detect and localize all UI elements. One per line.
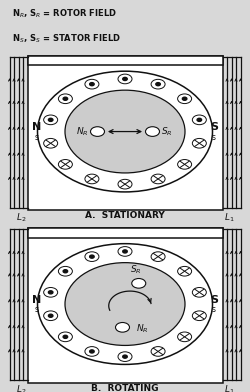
Circle shape bbox=[90, 83, 94, 86]
Circle shape bbox=[118, 247, 132, 256]
Text: $N_R$: $N_R$ bbox=[76, 125, 89, 138]
Circle shape bbox=[182, 97, 187, 100]
Circle shape bbox=[44, 138, 58, 148]
Circle shape bbox=[58, 332, 72, 342]
Circle shape bbox=[156, 83, 160, 86]
Text: N$_R$, S$_R$ = ROTOR FIELD: N$_R$, S$_R$ = ROTOR FIELD bbox=[12, 7, 118, 20]
Circle shape bbox=[44, 115, 58, 125]
Circle shape bbox=[151, 79, 165, 89]
Circle shape bbox=[118, 352, 132, 361]
Circle shape bbox=[116, 323, 130, 332]
Text: N: N bbox=[32, 295, 41, 305]
Circle shape bbox=[197, 118, 202, 122]
Circle shape bbox=[85, 174, 99, 184]
Circle shape bbox=[38, 244, 212, 365]
Text: S: S bbox=[210, 122, 218, 132]
Circle shape bbox=[90, 350, 94, 353]
Circle shape bbox=[178, 160, 192, 169]
Text: s: s bbox=[212, 132, 216, 142]
Circle shape bbox=[151, 347, 165, 356]
Circle shape bbox=[63, 335, 68, 338]
Text: s: s bbox=[34, 132, 38, 142]
Circle shape bbox=[85, 79, 99, 89]
Circle shape bbox=[192, 138, 206, 148]
Circle shape bbox=[58, 160, 72, 169]
Circle shape bbox=[48, 291, 53, 294]
Circle shape bbox=[178, 332, 192, 342]
Text: $L_1$: $L_1$ bbox=[224, 384, 234, 392]
Circle shape bbox=[58, 94, 72, 103]
Circle shape bbox=[90, 127, 104, 136]
Text: B.  ROTATING: B. ROTATING bbox=[91, 384, 159, 392]
Circle shape bbox=[192, 311, 206, 321]
Circle shape bbox=[192, 115, 206, 125]
Circle shape bbox=[63, 97, 68, 100]
Circle shape bbox=[151, 252, 165, 261]
Text: $S_R$: $S_R$ bbox=[130, 263, 142, 276]
Text: $L_1$: $L_1$ bbox=[224, 211, 234, 224]
Text: s: s bbox=[34, 305, 38, 314]
Text: $S_R$: $S_R$ bbox=[161, 125, 173, 138]
Circle shape bbox=[178, 267, 192, 276]
Text: S: S bbox=[210, 295, 218, 305]
Text: A.  STATIONARY: A. STATIONARY bbox=[85, 211, 165, 220]
Text: N: N bbox=[32, 122, 41, 132]
Bar bbox=[28, 56, 222, 210]
Circle shape bbox=[123, 355, 127, 358]
Circle shape bbox=[44, 287, 58, 297]
Circle shape bbox=[123, 250, 127, 253]
Circle shape bbox=[178, 94, 192, 103]
Text: $L_2$: $L_2$ bbox=[16, 384, 26, 392]
Circle shape bbox=[90, 255, 94, 258]
Circle shape bbox=[38, 71, 212, 192]
Text: $L_2$: $L_2$ bbox=[16, 211, 26, 224]
Circle shape bbox=[44, 311, 58, 321]
Text: s: s bbox=[212, 305, 216, 314]
Circle shape bbox=[48, 314, 53, 317]
Circle shape bbox=[118, 179, 132, 189]
Circle shape bbox=[192, 287, 206, 297]
Bar bbox=[28, 56, 222, 65]
Circle shape bbox=[146, 127, 160, 136]
Circle shape bbox=[58, 267, 72, 276]
Circle shape bbox=[48, 118, 53, 122]
Circle shape bbox=[132, 278, 146, 288]
Circle shape bbox=[85, 252, 99, 261]
Circle shape bbox=[65, 263, 185, 345]
Bar bbox=[28, 228, 222, 383]
Bar bbox=[28, 228, 222, 238]
Text: N$_S$, S$_S$ = STATOR FIELD: N$_S$, S$_S$ = STATOR FIELD bbox=[12, 33, 122, 45]
Circle shape bbox=[63, 270, 68, 273]
Circle shape bbox=[85, 347, 99, 356]
Text: $N_R$: $N_R$ bbox=[136, 323, 149, 335]
Circle shape bbox=[65, 90, 185, 173]
Circle shape bbox=[151, 174, 165, 184]
Circle shape bbox=[118, 74, 132, 84]
Circle shape bbox=[123, 77, 127, 80]
